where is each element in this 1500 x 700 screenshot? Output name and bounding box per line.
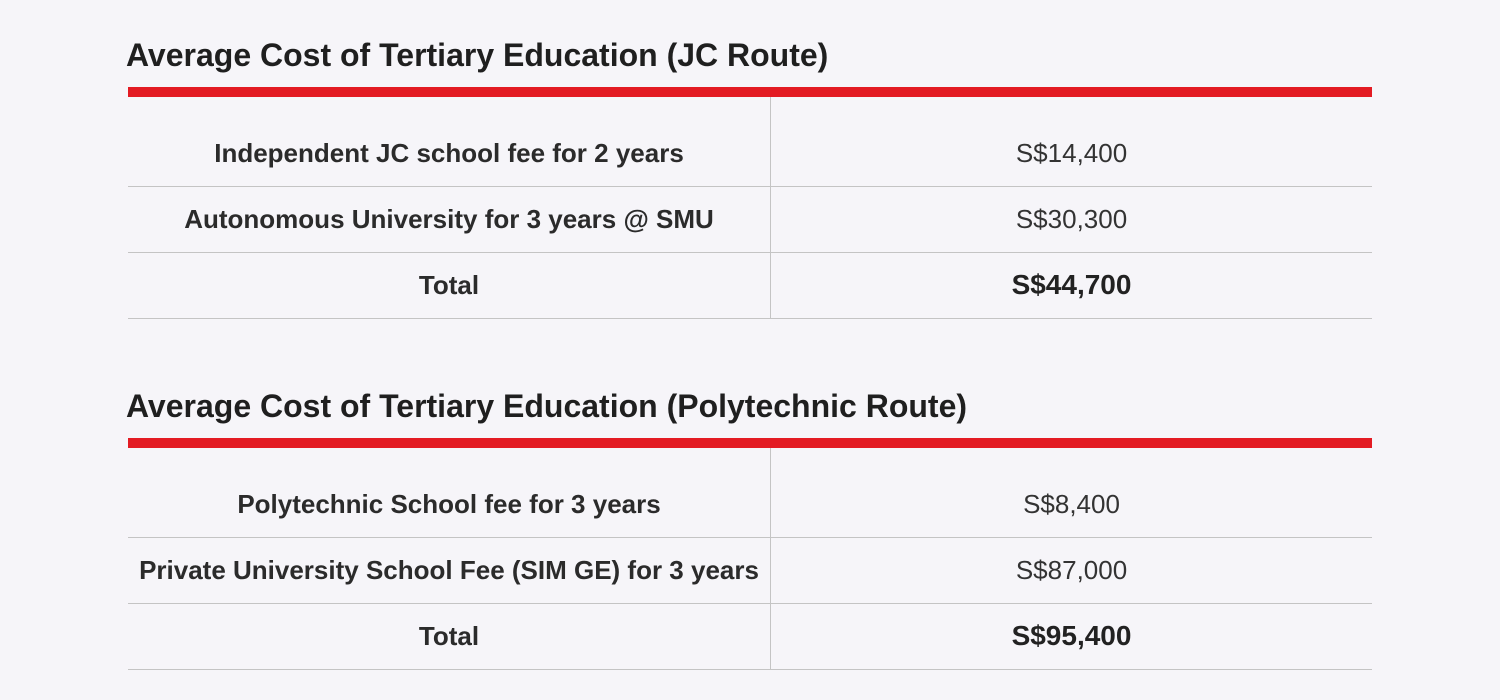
row-item-label: Polytechnic School fee for 3 years: [128, 448, 772, 538]
table-row: Autonomous University for 3 years @ SMU …: [128, 186, 1372, 253]
polytechnic-route-title-underline: [128, 438, 1372, 448]
table-row: Private University School Fee (SIM GE) f…: [128, 537, 1372, 604]
polytechnic-route-section: Average Cost of Tertiary Education (Poly…: [126, 381, 1372, 670]
table-row: Polytechnic School fee for 3 years S$8,4…: [128, 448, 1372, 538]
jc-route-section: Average Cost of Tertiary Education (JC R…: [126, 30, 1372, 319]
row-item-label: Autonomous University for 3 years @ SMU: [128, 186, 772, 253]
total-row: Total S$44,700: [128, 252, 1372, 319]
jc-route-title: Average Cost of Tertiary Education (JC R…: [126, 37, 829, 73]
total-label: Total: [128, 603, 772, 670]
table-row: Independent JC school fee for 2 years S$…: [128, 97, 1372, 187]
total-row: Total S$95,400: [128, 603, 1372, 670]
polytechnic-route-cost-table: Polytechnic School fee for 3 years S$8,4…: [128, 448, 1372, 670]
jc-route-title-underline: [128, 87, 1372, 97]
total-label: Total: [128, 252, 772, 319]
total-cost-value: S$95,400: [770, 603, 1372, 670]
row-item-label: Independent JC school fee for 2 years: [128, 97, 772, 187]
row-cost-value: S$30,300: [770, 186, 1372, 253]
row-cost-value: S$87,000: [770, 537, 1372, 604]
row-cost-value: S$8,400: [770, 448, 1372, 538]
row-cost-value: S$14,400: [770, 97, 1372, 187]
polytechnic-route-title: Average Cost of Tertiary Education (Poly…: [126, 388, 968, 424]
row-item-label: Private University School Fee (SIM GE) f…: [128, 537, 772, 604]
total-cost-value: S$44,700: [770, 252, 1372, 319]
jc-route-cost-table: Independent JC school fee for 2 years S$…: [128, 97, 1372, 319]
